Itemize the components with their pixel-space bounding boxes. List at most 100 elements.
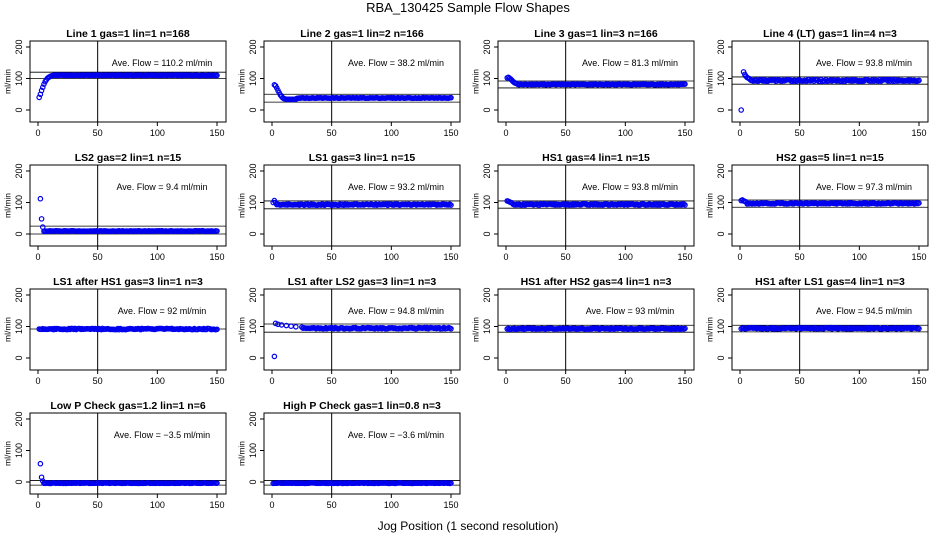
y-tick-label: 200 bbox=[248, 287, 258, 302]
x-tick-label: 0 bbox=[269, 376, 274, 386]
x-tick-label: 150 bbox=[911, 376, 926, 386]
panel-title: LS1 gas=3 lin=1 n=15 bbox=[309, 152, 416, 164]
chart-panel: LS1 after HS1 gas=3 lin=1 n=3 ml/min 0 100 2… bbox=[2, 276, 227, 386]
x-tick-label: 0 bbox=[503, 128, 508, 138]
data-point bbox=[37, 195, 44, 202]
chart-panel: Line 1 gas=1 lin=1 n=168 ml/min 0 100 200 0 50… bbox=[2, 28, 227, 138]
average-flow-annotation: Ave. Flow = 110.2 ml/min bbox=[112, 58, 212, 68]
y-axis-label: ml/min bbox=[704, 317, 714, 342]
y-axis-label: ml/min bbox=[236, 193, 246, 218]
y-tick-label: 100 bbox=[716, 319, 726, 334]
data-point bbox=[38, 216, 45, 222]
average-flow-annotation: Ave. Flow = 93 ml/min bbox=[586, 306, 675, 316]
y-tick-label: 200 bbox=[14, 287, 24, 302]
x-tick-label: 150 bbox=[677, 252, 692, 262]
y-tick-label: 0 bbox=[716, 231, 726, 236]
data-point bbox=[293, 324, 299, 330]
panel-title: HS1 after HS2 gas=4 lin=1 n=3 bbox=[521, 276, 672, 288]
x-tick-label: 100 bbox=[384, 376, 399, 386]
data-point bbox=[682, 81, 688, 87]
x-tick-label: 50 bbox=[93, 376, 103, 386]
x-tick-label: 100 bbox=[150, 128, 165, 138]
panel-title: Line 1 gas=1 lin=1 n=168 bbox=[66, 28, 190, 40]
y-tick-label: 0 bbox=[248, 479, 258, 484]
y-tick-label: 100 bbox=[14, 443, 24, 458]
panel-title: LS1 after HS1 gas=3 lin=1 n=3 bbox=[53, 276, 203, 288]
data-point bbox=[37, 460, 44, 467]
x-tick-label: 50 bbox=[795, 252, 805, 262]
chart-panel: Low P Check gas=1.2 lin=1 n=6 ml/min 0 100 2… bbox=[2, 400, 227, 510]
average-flow-annotation: Ave. Flow = 97.3 ml/min bbox=[816, 182, 912, 192]
data-point bbox=[38, 87, 45, 94]
y-axis-label: ml/min bbox=[704, 69, 714, 94]
plot-frame bbox=[263, 164, 461, 247]
x-tick-label: 50 bbox=[93, 128, 103, 138]
plot-frame bbox=[497, 288, 695, 371]
data-point bbox=[738, 107, 744, 113]
panel-title: LS2 gas=2 lin=1 n=15 bbox=[75, 152, 182, 164]
x-tick-label: 100 bbox=[384, 500, 399, 510]
chart-panel: LS1 gas=3 lin=1 n=15 ml/min 0 100 200 0 50 100 1… bbox=[236, 152, 461, 262]
y-tick-label: 200 bbox=[248, 163, 258, 178]
y-tick-label: 200 bbox=[716, 163, 726, 178]
y-tick-label: 100 bbox=[248, 195, 258, 210]
plot-frame bbox=[497, 164, 695, 247]
average-flow-annotation: Ave. Flow = 93.8 ml/min bbox=[816, 58, 912, 68]
y-tick-label: 100 bbox=[14, 71, 24, 86]
panel-title: High P Check gas=1 lin=0.8 n=3 bbox=[283, 400, 441, 412]
chart-panel: Line 4 (LT) gas=1 lin=4 n=3 ml/min 0 100 200… bbox=[704, 28, 929, 138]
data-point bbox=[838, 78, 845, 85]
average-flow-annotation: Ave. Flow = 93.2 ml/min bbox=[348, 182, 444, 192]
data-point bbox=[271, 353, 278, 360]
average-flow-annotation: Ave. Flow = 92 ml/min bbox=[118, 306, 207, 316]
x-tick-label: 0 bbox=[35, 376, 40, 386]
data-point bbox=[806, 76, 813, 83]
plot-frame bbox=[29, 288, 227, 371]
x-tick-label: 150 bbox=[443, 252, 458, 262]
y-tick-label: 100 bbox=[482, 319, 492, 334]
panel-title: Line 2 gas=1 lin=2 n=166 bbox=[300, 28, 424, 40]
x-tick-label: 150 bbox=[677, 376, 692, 386]
x-tick-label: 150 bbox=[443, 128, 458, 138]
figure-title: RBA_130425 Sample Flow Shapes bbox=[366, 0, 570, 15]
y-axis-label: ml/min bbox=[236, 441, 246, 466]
y-tick-label: 100 bbox=[248, 319, 258, 334]
y-tick-label: 100 bbox=[248, 443, 258, 458]
x-tick-label: 0 bbox=[35, 500, 40, 510]
y-tick-label: 200 bbox=[482, 39, 492, 54]
y-tick-label: 200 bbox=[248, 39, 258, 54]
panel-title: HS1 after LS1 gas=4 lin=1 n=3 bbox=[755, 276, 905, 288]
plot-frame bbox=[263, 40, 461, 123]
plot-frame bbox=[263, 412, 461, 495]
data-point bbox=[288, 323, 294, 329]
average-flow-annotation: Ave. Flow = −3.5 ml/min bbox=[114, 430, 210, 440]
y-tick-label: 200 bbox=[248, 411, 258, 426]
y-tick-label: 100 bbox=[482, 195, 492, 210]
x-axis-title: Jog Position (1 second resolution) bbox=[377, 519, 559, 533]
y-tick-label: 100 bbox=[248, 71, 258, 86]
x-tick-label: 100 bbox=[150, 376, 165, 386]
x-tick-label: 0 bbox=[269, 252, 274, 262]
chart-panel: HS2 gas=5 lin=1 n=15 ml/min 0 100 200 0 50 100 1… bbox=[704, 152, 929, 262]
y-tick-label: 0 bbox=[482, 107, 492, 112]
x-tick-label: 50 bbox=[561, 376, 571, 386]
x-tick-label: 50 bbox=[561, 252, 571, 262]
x-tick-label: 150 bbox=[209, 252, 224, 262]
x-tick-label: 0 bbox=[737, 128, 742, 138]
data-point bbox=[682, 202, 688, 208]
data-point bbox=[916, 200, 922, 206]
x-tick-label: 100 bbox=[852, 252, 867, 262]
x-tick-label: 50 bbox=[93, 500, 103, 510]
x-tick-label: 100 bbox=[852, 128, 867, 138]
x-tick-label: 150 bbox=[443, 500, 458, 510]
chart-panel: Line 2 gas=1 lin=2 n=166 ml/min 0 100 200 0 50… bbox=[236, 28, 461, 138]
chart-panel: HS1 after HS2 gas=4 lin=1 n=3 ml/min 0 100 2… bbox=[470, 276, 695, 386]
x-tick-label: 50 bbox=[93, 252, 103, 262]
y-tick-label: 0 bbox=[248, 107, 258, 112]
plot-frame bbox=[731, 40, 929, 123]
y-tick-label: 100 bbox=[716, 195, 726, 210]
x-tick-label: 100 bbox=[150, 500, 165, 510]
y-axis-label: ml/min bbox=[236, 317, 246, 342]
